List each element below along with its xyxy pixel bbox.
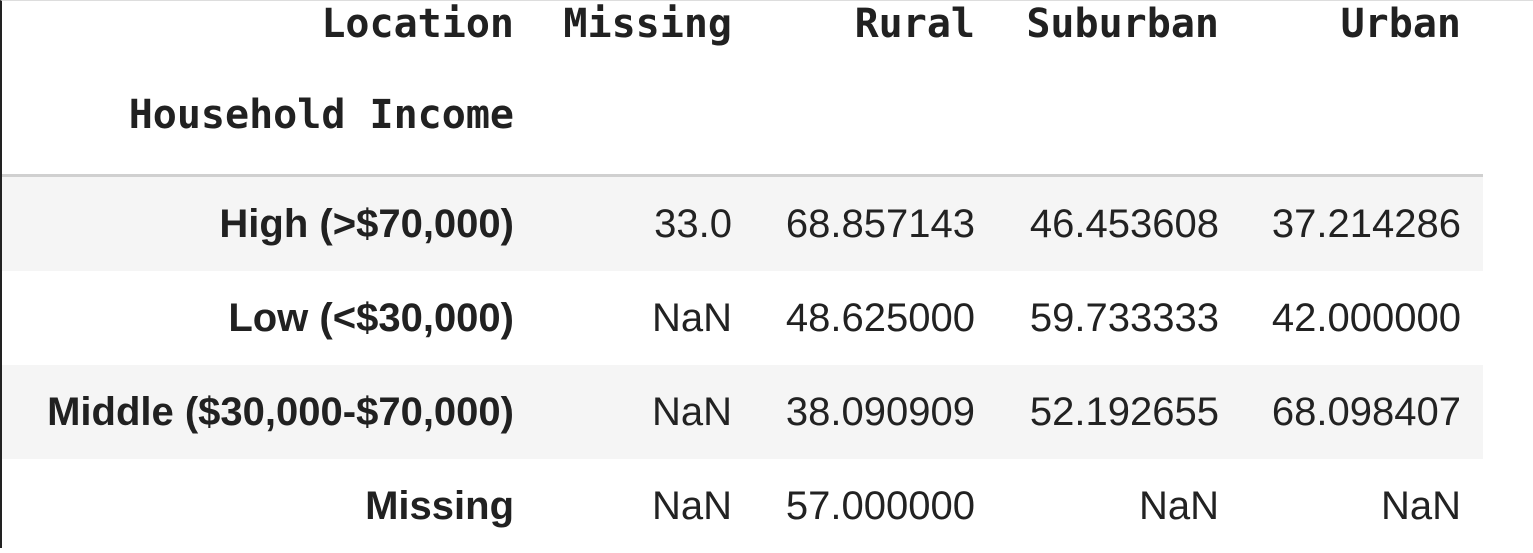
table-cell: NaN xyxy=(651,389,732,434)
table-cell: 68.857143 xyxy=(785,201,975,246)
row-label: Middle ($30,000-$70,000) xyxy=(47,389,514,434)
index-name: Household Income xyxy=(128,92,514,138)
table-cell: 59.733333 xyxy=(1029,295,1219,340)
row-label: High (>$70,000) xyxy=(219,201,514,246)
table-cell: NaN xyxy=(651,295,732,340)
columns-name: Location xyxy=(321,1,514,47)
table-cell: 38.090909 xyxy=(785,389,975,434)
column-header: Suburban xyxy=(1026,1,1219,47)
table-cell: NaN xyxy=(1380,483,1461,528)
table-cell: 48.625000 xyxy=(785,295,975,340)
table-row: Missing NaN 57.000000 NaN NaN xyxy=(2,459,1483,553)
table-row: Middle ($30,000-$70,000) NaN 38.090909 5… xyxy=(2,365,1483,459)
index-name-row: Household Income xyxy=(2,56,1483,176)
table-cell: 57.000000 xyxy=(785,483,975,528)
table-cell: 42.000000 xyxy=(1271,295,1461,340)
table-cell: NaN xyxy=(651,483,732,528)
table-cell: 46.453608 xyxy=(1029,201,1219,246)
table-cell: 37.214286 xyxy=(1271,201,1461,246)
column-header: Rural xyxy=(854,1,975,47)
row-label: Missing xyxy=(365,483,514,528)
column-header-row: Location Missing Rural Suburban Urban xyxy=(2,1,1483,56)
column-header: Urban xyxy=(1340,1,1461,47)
table-cell: 52.192655 xyxy=(1029,389,1219,434)
row-label: Low (<$30,000) xyxy=(228,295,514,340)
table-cell: 33.0 xyxy=(654,201,732,246)
table-cell: 68.098407 xyxy=(1271,389,1461,434)
dataframe-table: Location Missing Rural Suburban Urban Ho… xyxy=(2,1,1483,553)
table-cell: NaN xyxy=(1138,483,1219,528)
table-row: High (>$70,000) 33.0 68.857143 46.453608… xyxy=(2,175,1483,271)
column-header: Missing xyxy=(563,1,732,47)
table-row: Low (<$30,000) NaN 48.625000 59.733333 4… xyxy=(2,271,1483,365)
